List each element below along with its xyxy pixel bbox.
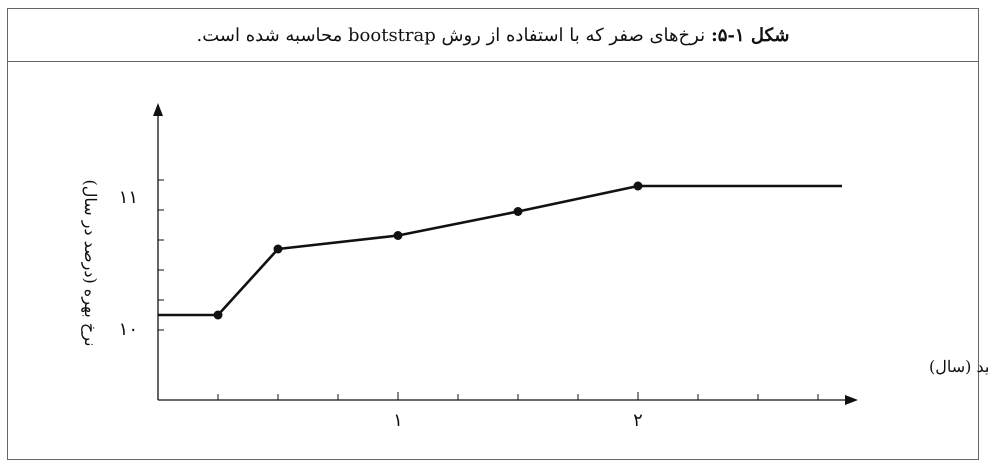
y-tick-label: ۱۱ bbox=[119, 187, 138, 208]
figure-label: شکل ۱-۵: bbox=[711, 24, 790, 46]
figure-caption: شکل ۱-۵: نرخ‌های صفر که با استفاده از رو… bbox=[8, 9, 978, 62]
figure-frame: شکل ۱-۵: نرخ‌های صفر که با استفاده از رو… bbox=[7, 8, 979, 460]
axes: ۱ ۲ ۱۰ ۱۱ bbox=[119, 103, 858, 431]
x-axis-title: سررسید (سال) bbox=[929, 357, 988, 376]
data-point bbox=[633, 181, 643, 191]
chart-marks bbox=[158, 181, 842, 320]
data-point bbox=[273, 244, 283, 254]
x-tick-label: ۱ bbox=[393, 410, 403, 431]
data-point bbox=[213, 310, 223, 320]
data-point bbox=[393, 231, 403, 240]
series-line bbox=[158, 184, 842, 317]
x-axis-arrow bbox=[845, 395, 858, 405]
x-tick-label: ۲ bbox=[633, 410, 643, 431]
y-axis-arrow bbox=[153, 103, 163, 116]
y-axis-title: نرخ بهره (درصد در سال) bbox=[81, 179, 100, 346]
figure-caption-text: نرخ‌های صفر که با استفاده از روش bootstr… bbox=[196, 24, 706, 46]
y-tick-label: ۱۰ bbox=[119, 319, 138, 340]
data-point bbox=[513, 207, 523, 216]
